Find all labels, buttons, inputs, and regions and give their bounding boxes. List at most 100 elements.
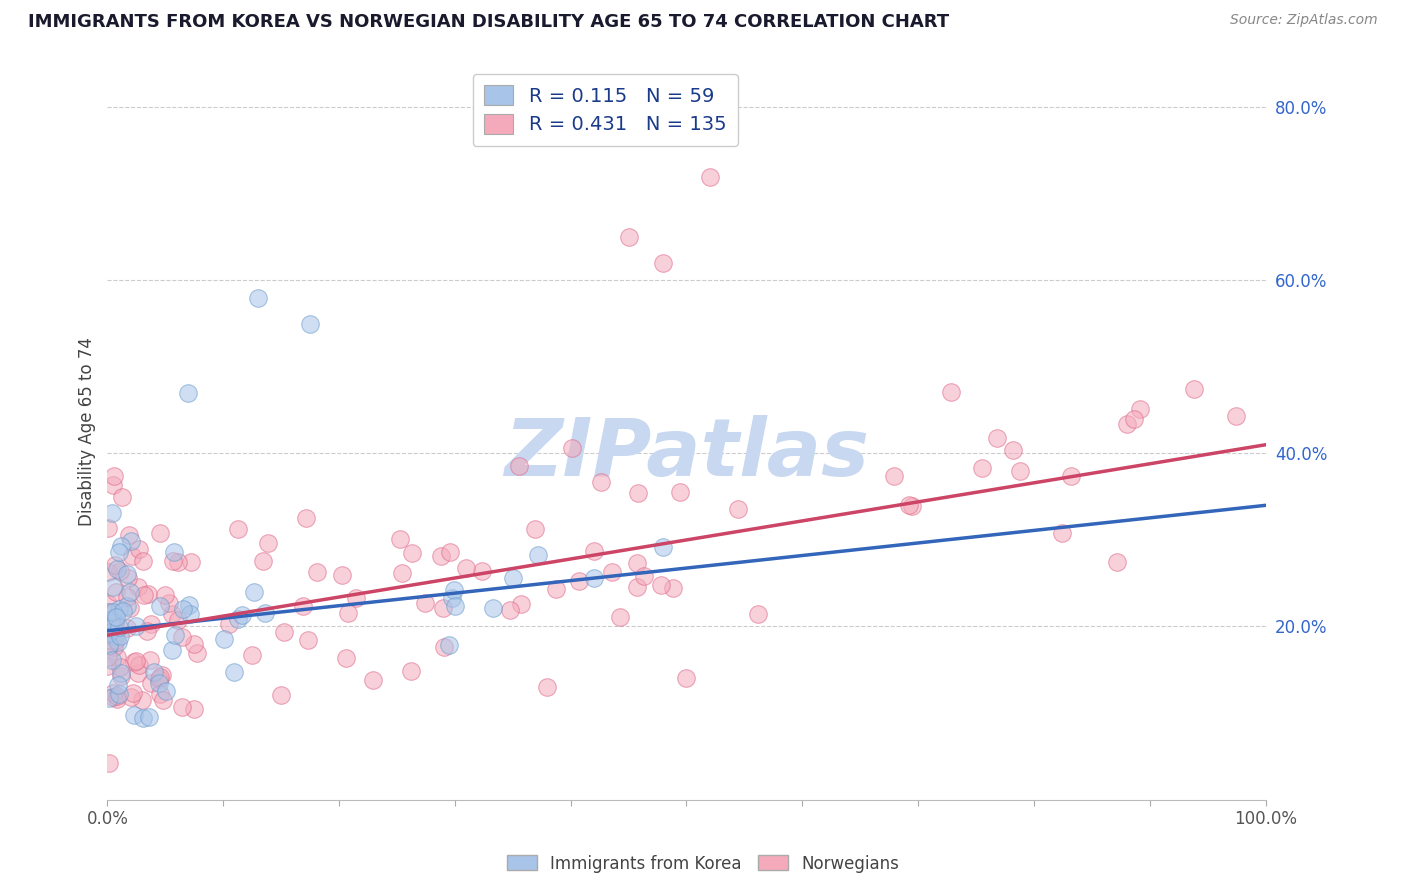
Point: [166, 613, 188, 627]
Point: [439, 544, 461, 558]
Point: [108, 620, 131, 634]
Point: [240, 648, 263, 663]
Point: [124, 618, 146, 632]
Point: [399, 664, 422, 678]
Point: [150, 667, 173, 681]
Point: [901, 499, 924, 513]
Point: [101, 619, 124, 633]
Point: [675, 672, 697, 686]
Point: [127, 665, 149, 680]
Point: [226, 522, 249, 536]
Point: [122, 686, 145, 700]
Point: [669, 485, 692, 500]
Point: [652, 256, 675, 270]
Point: [747, 607, 769, 621]
Point: [727, 502, 749, 516]
Point: [441, 591, 464, 606]
Point: [443, 599, 465, 614]
Point: [138, 652, 160, 666]
Point: [633, 569, 655, 583]
Point: [149, 526, 172, 541]
Point: [148, 599, 170, 614]
Point: [212, 632, 235, 647]
Point: [100, 613, 122, 627]
Point: [97, 625, 120, 640]
Point: [568, 574, 591, 588]
Point: [128, 657, 150, 672]
Point: [104, 629, 127, 643]
Point: [970, 461, 993, 475]
Point: [292, 599, 315, 613]
Point: [1008, 464, 1031, 478]
Point: [502, 571, 524, 585]
Text: Source: ZipAtlas.com: Source: ZipAtlas.com: [1230, 13, 1378, 28]
Point: [165, 628, 187, 642]
Point: [118, 600, 141, 615]
Point: [115, 621, 138, 635]
Point: [254, 607, 277, 621]
Point: [1105, 555, 1128, 569]
Point: [183, 637, 205, 651]
Point: [121, 533, 143, 548]
Point: [103, 690, 125, 704]
Point: [523, 523, 546, 537]
Point: [97, 650, 120, 665]
Point: [650, 577, 672, 591]
Point: [335, 650, 357, 665]
Point: [105, 632, 128, 647]
Point: [172, 630, 194, 644]
Point: [243, 585, 266, 599]
Point: [299, 317, 322, 331]
Point: [1060, 468, 1083, 483]
Point: [626, 581, 648, 595]
Text: ZIPatlas: ZIPatlas: [503, 415, 869, 493]
Point: [252, 554, 274, 568]
Point: [127, 580, 149, 594]
Point: [454, 561, 477, 575]
Point: [121, 549, 143, 564]
Point: [471, 564, 494, 578]
Point: [118, 584, 141, 599]
Point: [177, 385, 200, 400]
Point: [433, 640, 456, 654]
Point: [107, 562, 129, 576]
Point: [149, 687, 172, 701]
Point: [527, 549, 550, 563]
Point: [179, 607, 201, 622]
Point: [1129, 402, 1152, 417]
Point: [139, 617, 162, 632]
Point: [159, 596, 181, 610]
Point: [118, 528, 141, 542]
Point: [180, 555, 202, 569]
Point: [172, 602, 194, 616]
Point: [273, 624, 295, 639]
Point: [122, 655, 145, 669]
Point: [108, 659, 131, 673]
Point: [170, 699, 193, 714]
Point: [627, 485, 650, 500]
Point: [167, 555, 190, 569]
Point: [110, 666, 132, 681]
Point: [97, 605, 120, 619]
Point: [602, 565, 624, 579]
Point: [231, 608, 253, 623]
Point: [107, 545, 129, 559]
Point: [136, 587, 159, 601]
Point: [561, 442, 583, 456]
Point: [108, 687, 131, 701]
Point: [122, 707, 145, 722]
Point: [226, 612, 249, 626]
Point: [179, 598, 201, 612]
Point: [1052, 525, 1074, 540]
Point: [652, 540, 675, 554]
Point: [510, 597, 533, 611]
Point: [98, 639, 121, 653]
Point: [105, 649, 128, 664]
Point: [101, 506, 124, 520]
Point: [155, 684, 177, 698]
Point: [430, 549, 453, 564]
Legend: R = 0.115   N = 59, R = 0.431   N = 135: R = 0.115 N = 59, R = 0.431 N = 135: [472, 74, 738, 146]
Point: [108, 564, 131, 578]
Point: [103, 629, 125, 643]
Point: [104, 620, 127, 634]
